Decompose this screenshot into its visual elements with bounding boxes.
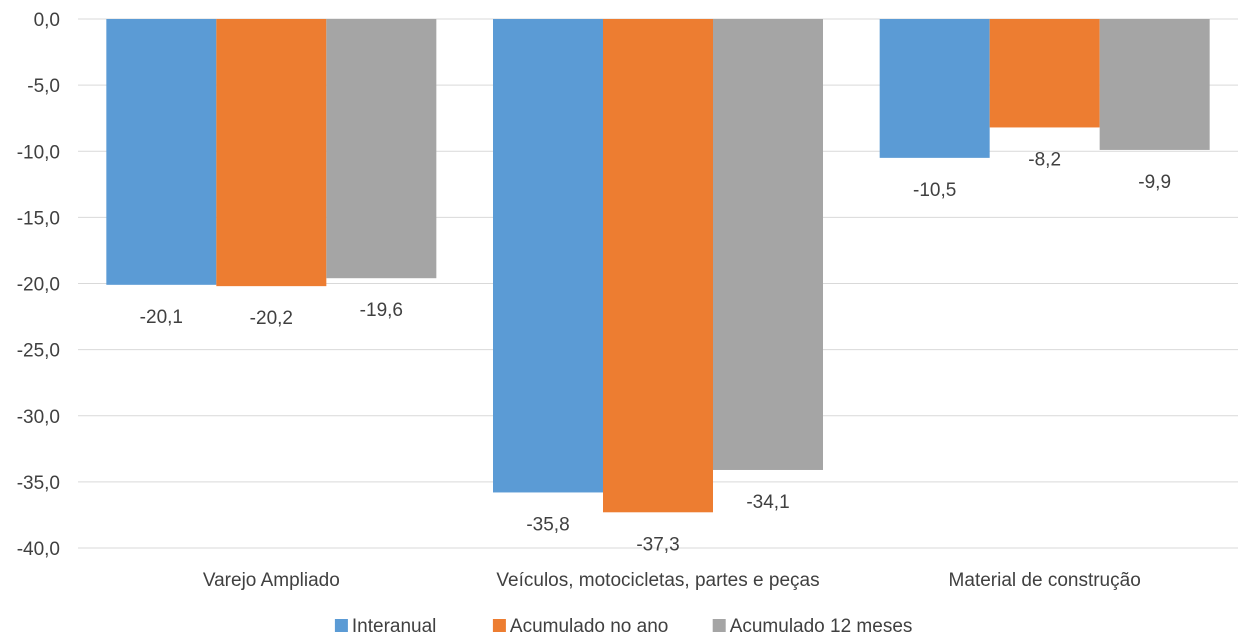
legend-label: Acumulado 12 meses (730, 616, 913, 637)
legend-label: Acumulado no ano (510, 616, 668, 637)
data-label: -10,5 (913, 180, 956, 201)
data-label: -9,9 (1138, 172, 1171, 193)
data-label: -8,2 (1028, 149, 1061, 170)
y-tick-label: -20,0 (17, 275, 60, 296)
legend-swatch (712, 619, 726, 632)
x-tick-label: Veículos, motocicletas, partes e peças (496, 570, 819, 591)
legend-label: Interanual (352, 616, 437, 637)
bar (989, 19, 1100, 128)
data-label: -35,8 (526, 514, 569, 535)
y-tick-label: -5,0 (27, 76, 60, 97)
bar (713, 19, 823, 470)
legend: Interanual Acumulado no ano Acumulado 12 m… (334, 616, 913, 637)
data-label: -20,2 (250, 308, 293, 329)
data-label: -20,1 (140, 307, 183, 328)
data-label: -37,3 (636, 534, 679, 555)
bar (1099, 19, 1210, 150)
y-tick-label: -35,0 (17, 473, 60, 494)
y-axis-ticks: 0,0 -5,0 -10,0 -15,0 -20,0 -25,0 -30,0 -35,0 -40… (17, 10, 60, 560)
bar (326, 19, 437, 279)
data-label: -19,6 (360, 300, 403, 321)
y-tick-label: -30,0 (17, 407, 60, 428)
y-tick-label: -25,0 (17, 341, 60, 362)
legend-swatch (492, 619, 506, 632)
y-tick-label: -15,0 (17, 208, 60, 229)
y-tick-label: -10,0 (17, 142, 60, 163)
x-tick-label: Varejo Ampliado (203, 570, 340, 591)
bar (216, 19, 327, 287)
bar (493, 19, 603, 493)
bar (879, 19, 990, 158)
data-label: -34,1 (746, 492, 789, 513)
x-tick-label: Material de construção (949, 570, 1141, 591)
bars (106, 19, 1210, 513)
x-axis-categories: Varejo Ampliado Veículos, motocicletas, p… (203, 570, 1141, 591)
data-labels: -20,1 -20,2 -19,6 -35,8 -37,3 -34,1 -10,5 -8,2 -… (140, 149, 1171, 555)
y-tick-label: 0,0 (34, 10, 60, 31)
y-tick-label: -40,0 (17, 539, 60, 560)
legend-swatch (334, 619, 348, 632)
bar (603, 19, 713, 513)
bar (106, 19, 217, 285)
